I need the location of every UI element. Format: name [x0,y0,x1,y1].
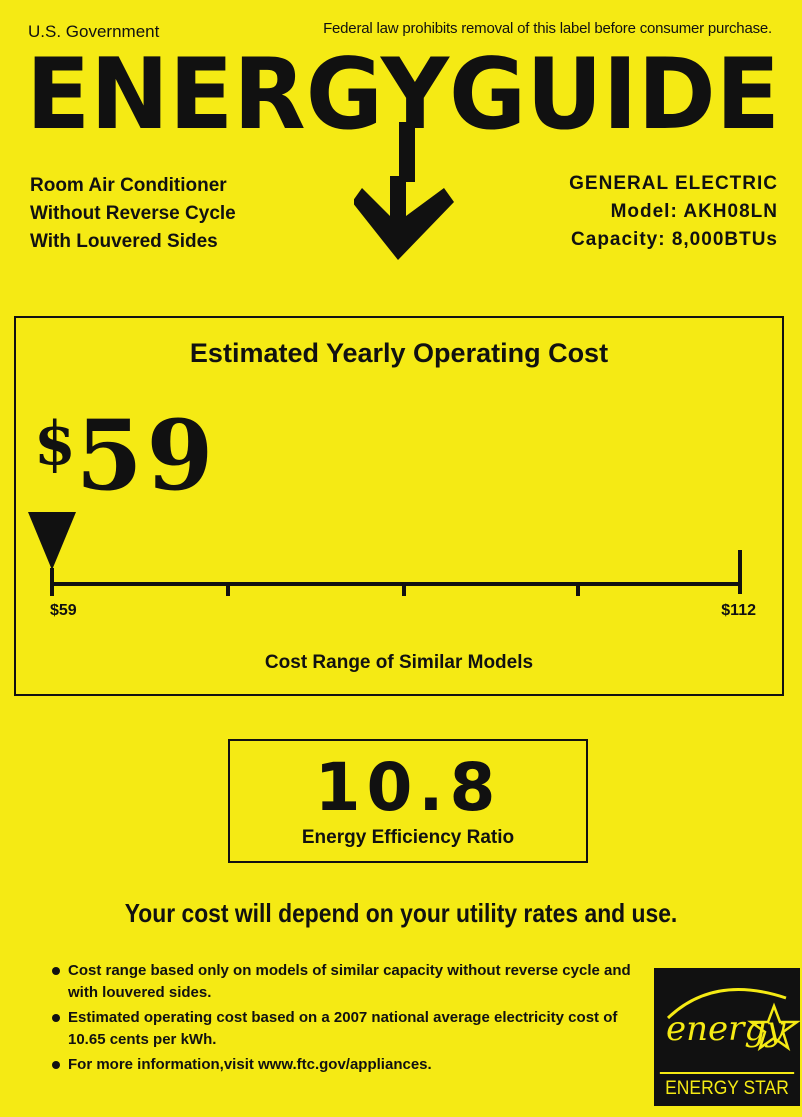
energy-star-caption: ENERGY STAR [659,1072,795,1104]
manufacturer-name: GENERAL ELECTRIC [569,173,778,194]
range-caption: Cost Range of Similar Models [264,652,534,673]
footnote-item: For more information,visit www.ftc.gov/a… [48,1054,648,1076]
dollar-sign: $ [34,409,76,479]
range-max-label: $112 [721,602,756,619]
down-arrow-icon [399,122,415,182]
product-line: Room Air Conditioner [30,175,227,196]
footnotes: Cost range based only on models of simil… [48,960,648,1079]
range-min-label: $59 [50,602,77,619]
energy-star-graphic: energy [666,988,800,1052]
capacity: Capacity: 8,000BTUs [571,229,778,250]
energyguide-title: ENERGYGUIDE [24,38,784,182]
footnote-item: Cost range based only on models of simil… [48,960,648,1004]
removal-notice: Federal law prohibits removal of this la… [323,20,772,37]
government-label: U.S. Government [28,22,160,41]
energy-star-logo-icon: energy ENERGY STAR [654,968,800,1106]
eer-value: 10.8 [314,749,502,826]
product-line: With Louvered Sides [30,231,218,252]
product-line: Without Reverse Cycle [30,203,236,224]
yearly-cost: $59 [34,408,217,504]
cost-amount: 59 [75,399,218,512]
eer-box: 10.8 Energy Efficiency Ratio [228,739,588,863]
pointer-triangle-icon [28,512,76,570]
cost-heading: Estimated Yearly Operating Cost [189,338,609,368]
model-number: Model: AKH08LN [610,201,778,222]
down-arrow-head-icon [354,176,454,260]
manufacturer-info: GENERAL ELECTRIC Model: AKH08LN Capacity… [569,170,778,254]
cost-range-scale [28,512,742,596]
footnote-item: Estimated operating cost based on a 2007… [48,1007,648,1051]
cost-box: Estimated Yearly Operating Cost $59 $59 … [14,316,784,696]
eer-label: Energy Efficiency Ratio [301,827,515,848]
product-description: Room Air Conditioner Without Reverse Cyc… [30,172,236,256]
utility-note: Your cost will depend on your utility ra… [124,898,678,928]
